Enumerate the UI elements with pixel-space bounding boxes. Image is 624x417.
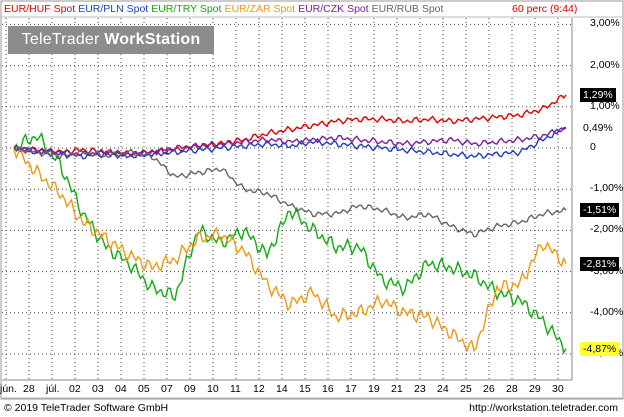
x-tick-label: 25 <box>460 383 472 395</box>
x-tick-label: 12 <box>253 383 265 395</box>
brand-bold-text: WorkStation <box>104 31 201 48</box>
y-tick-label: 1,00% <box>590 99 620 112</box>
x-tick-label: júl. <box>46 383 60 395</box>
x-tick-label: 07 <box>161 383 173 395</box>
period-label: 60 perc (9:44) <box>512 3 578 15</box>
series-line[interactable] <box>13 131 567 355</box>
legend-entry[interactable]: EUR/PLN Spot <box>78 3 149 15</box>
series-line[interactable] <box>13 126 567 160</box>
outer-border <box>0 0 624 400</box>
last-value-badge: -1,51% <box>580 203 620 218</box>
legend-entry[interactable]: EUR/CZK Spot <box>298 3 369 15</box>
x-tick-label: 23 <box>414 383 426 395</box>
x-tick-label: 11 <box>230 383 241 395</box>
series-line[interactable] <box>13 146 567 238</box>
grid <box>2 18 572 380</box>
y-tick-label: 0 <box>590 141 596 153</box>
legend-entry[interactable]: EUR/TRY Spot <box>151 3 222 15</box>
x-tick-label: 04 <box>115 383 127 395</box>
x-tick-label: 03 <box>92 383 104 395</box>
copyright-text: © 2019 TeleTrader Software GmbH <box>4 402 169 414</box>
x-tick-label: 14 <box>276 383 288 395</box>
brand-light-text: TeleTrader <box>21 31 105 48</box>
x-tick-label: 19 <box>368 383 380 395</box>
x-tick-label: 05 <box>138 383 150 395</box>
x-tick-label: 10 <box>207 383 219 395</box>
last-value-badge: 1,29% <box>580 87 616 102</box>
x-tick-label: 16 <box>322 383 334 395</box>
legend: EUR/HUF Spot EUR/PLN Spot EUR/TRY Spot EUR/… <box>4 3 446 15</box>
last-value-badge: -4,87% <box>580 341 620 356</box>
x-tick-label: 29 <box>529 383 541 395</box>
x-tick-label: 28 <box>506 383 518 395</box>
x-tick-label: 02 <box>69 383 81 395</box>
x-tick-label: 21 <box>391 383 403 395</box>
x-tick-label: 15 <box>299 383 311 395</box>
brand-logo: TeleTrader WorkStation <box>8 26 214 54</box>
y-tick-label: 2,00% <box>590 58 620 71</box>
legend-entry[interactable]: EUR/HUF Spot <box>4 3 76 15</box>
y-tick-label: -4,00% <box>590 305 624 318</box>
series-line[interactable] <box>13 146 567 353</box>
y-tick-label: -1,00% <box>590 182 624 195</box>
x-tick-label: jún. <box>0 383 17 395</box>
x-tick-label: 24 <box>437 383 449 395</box>
x-tick-label: 30 <box>552 383 564 395</box>
y-tick-label: 3,00% <box>590 17 620 30</box>
last-value-badge: 0,49% <box>580 120 616 135</box>
last-value-badge: -2,81% <box>580 256 620 271</box>
y-tick-label: -2,00% <box>590 223 624 236</box>
source-url[interactable]: http://workstation.teletrader.com <box>469 402 618 414</box>
x-tick-label: 28 <box>23 383 35 395</box>
x-tick-label: 09 <box>184 383 196 395</box>
legend-entry[interactable]: EUR/ZAR Spot <box>224 3 296 15</box>
legend-entry[interactable]: EUR/RUB Spot <box>371 3 444 15</box>
series-lines <box>13 94 567 355</box>
x-tick-label: 17 <box>345 383 357 395</box>
x-tick-label: 26 <box>483 383 495 395</box>
